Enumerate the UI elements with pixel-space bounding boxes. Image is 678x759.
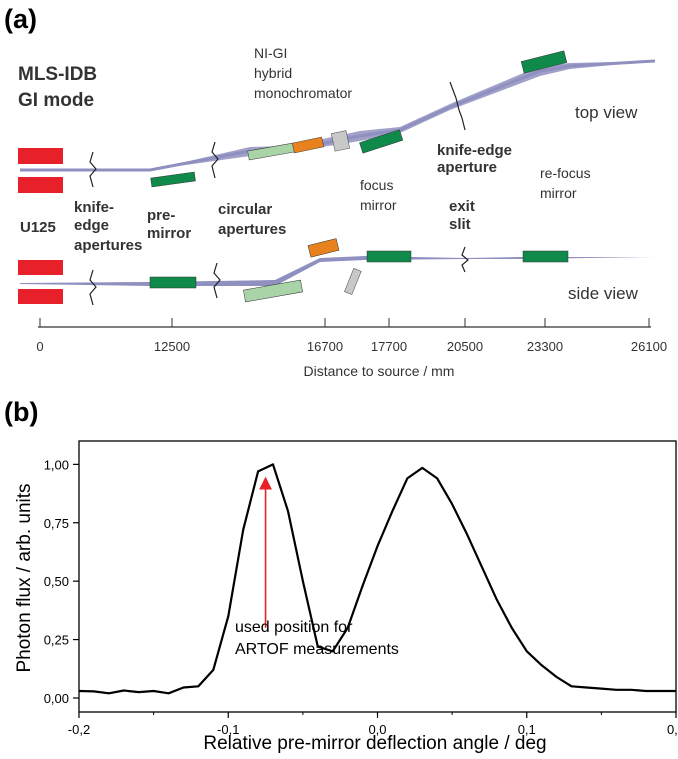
- circular-aperture-icon-side: [213, 262, 221, 299]
- y-tick-label: 0,50: [44, 574, 69, 589]
- grating-light-top: [247, 142, 295, 161]
- top-view-label: top view: [575, 103, 638, 122]
- beam-path-side: [20, 256, 655, 286]
- circular-apertures-label-line2: apertures: [218, 221, 286, 238]
- u125-label: U125: [20, 219, 56, 236]
- distance-tick-label: 16700: [307, 339, 343, 354]
- premirror-label-line2: mirror: [147, 225, 191, 242]
- distance-tick-label: 23300: [527, 339, 563, 354]
- plot-axes: -0,2 -0,1 0,0 0,1 0,2 0,00 0,25 0,50 0,75 1,00: [44, 457, 678, 737]
- knife-apertures-label-line2: edge: [74, 217, 109, 234]
- knife-edge-aperture-icon-side: [89, 269, 97, 306]
- distance-tick-label: 20500: [447, 339, 483, 354]
- flux-curve-line: [78, 463, 676, 695]
- focus-mirror-label-line2: mirror: [360, 197, 397, 213]
- exit-slit-label-line2: slit: [449, 216, 471, 233]
- top-view-diagram: [18, 50, 656, 193]
- y-tick-label: 0,75: [44, 516, 69, 531]
- x-tick-label: 0,0: [368, 722, 386, 737]
- panel-a: (a) MLS-IDB GI mode NI-GI hybrid monochr…: [4, 4, 667, 379]
- mode-title-line2: GI mode: [18, 90, 94, 111]
- distance-tick-label: 0: [36, 339, 43, 354]
- premirror-side: [149, 276, 197, 289]
- circular-aperture-icon-top: [211, 141, 219, 179]
- distance-tick-label: 26100: [631, 339, 667, 354]
- beam-fan-top: [150, 61, 655, 170]
- undulator-block-side-lower: [18, 289, 63, 304]
- y-tick-label: 1,00: [44, 457, 69, 472]
- grating-orange-top: [291, 136, 325, 154]
- y-tick-label: 0,25: [44, 633, 69, 648]
- y-tick-label: 0,00: [44, 691, 69, 706]
- focus-mirror-label-line1: focus: [360, 177, 393, 193]
- refocus-label-line2: mirror: [540, 185, 577, 201]
- x-tick-label: -0,2: [68, 722, 90, 737]
- panel-a-label: (a): [4, 4, 37, 34]
- knife-edge-aperture-icon-exit: [449, 81, 466, 131]
- beam-path-top: [20, 59, 656, 172]
- panel-b-label: (b): [4, 397, 38, 427]
- side-view-label: side view: [568, 284, 639, 303]
- distance-axis-label: Distance to source / mm: [304, 363, 455, 379]
- grey-element-top: [330, 130, 350, 152]
- knife-edge-aperture-label-line1: knife-edge: [437, 142, 512, 159]
- x-tick-label: 0,2: [667, 722, 678, 737]
- panel-b: (b) -0,2 -0,1 0,0 0,1 0,2 0,00 0,25 0,50 0,75 1,0…: [4, 397, 678, 754]
- refocus-label-line1: re-focus: [540, 165, 591, 181]
- knife-apertures-label-line3: apertures: [74, 237, 142, 254]
- mono-label-line1: NI-GI: [254, 45, 287, 61]
- x-tick-label: -0,1: [217, 722, 239, 737]
- side-view-diagram: [18, 238, 655, 306]
- mono-label-line3: monochromator: [254, 85, 352, 101]
- annotation-line1: used position for: [235, 619, 353, 636]
- mode-title-line1: MLS-IDB: [18, 64, 97, 85]
- focus-mirror-top: [359, 129, 404, 154]
- grating-light-side: [243, 279, 303, 303]
- distance-tick-label: 17700: [371, 339, 407, 354]
- circular-apertures-label-line1: circular: [218, 201, 272, 218]
- focus-mirror-side: [366, 250, 412, 263]
- knife-edge-aperture-icon-top: [89, 151, 97, 188]
- plot-frame: [78, 440, 677, 713]
- knife-edge-aperture-label-line2: aperture: [437, 159, 497, 176]
- premirror-label-line1: pre-: [147, 207, 175, 224]
- x-tick-label: 0,1: [518, 722, 536, 737]
- exit-slit-label-line1: exit: [449, 198, 475, 215]
- distance-axis: 0 12500 16700 17700 20500 23300 26100 Di…: [36, 318, 667, 379]
- undulator-block-top-upper: [18, 148, 63, 164]
- x-axis-label: Relative pre-mirror deflection angle / d…: [203, 733, 546, 754]
- y-axis-label: Photon flux / arb. units: [14, 483, 35, 672]
- knife-apertures-label-line1: knife-: [74, 199, 114, 216]
- refocus-mirror-top: [520, 50, 568, 74]
- annotation-line2: ARTOF measurements: [235, 641, 399, 658]
- grey-element-side: [344, 268, 362, 295]
- mono-label-line2: hybrid: [254, 65, 292, 81]
- premirror-top: [150, 171, 196, 188]
- exit-slit-icon-side: [461, 246, 469, 273]
- grating-orange-side: [307, 238, 340, 258]
- distance-tick-label: 12500: [154, 339, 190, 354]
- refocus-mirror-side: [522, 250, 569, 263]
- undulator-block-side-upper: [18, 260, 63, 275]
- undulator-block-top-lower: [18, 177, 63, 193]
